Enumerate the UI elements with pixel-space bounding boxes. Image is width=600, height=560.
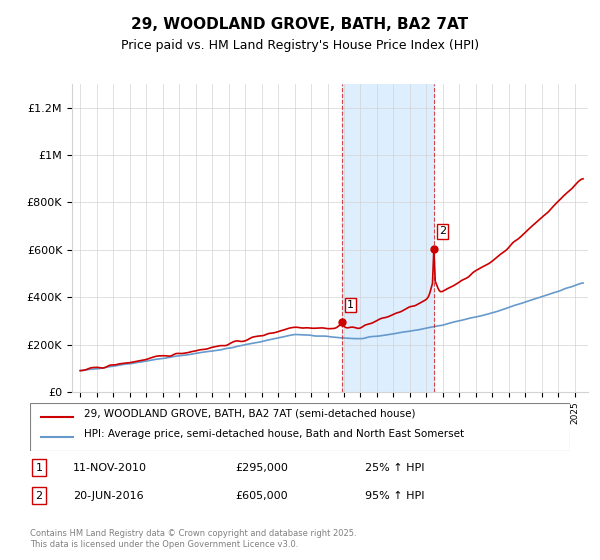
- Text: HPI: Average price, semi-detached house, Bath and North East Somerset: HPI: Average price, semi-detached house,…: [84, 430, 464, 440]
- Text: 2: 2: [439, 226, 446, 236]
- Text: 25% ↑ HPI: 25% ↑ HPI: [365, 463, 424, 473]
- Text: 2: 2: [35, 491, 43, 501]
- Text: £295,000: £295,000: [235, 463, 288, 473]
- Text: 29, WOODLAND GROVE, BATH, BA2 7AT: 29, WOODLAND GROVE, BATH, BA2 7AT: [131, 17, 469, 32]
- Bar: [342, 84, 434, 392]
- Text: 11-NOV-2010: 11-NOV-2010: [73, 463, 147, 473]
- Text: 29, WOODLAND GROVE, BATH, BA2 7AT (semi-detached house): 29, WOODLAND GROVE, BATH, BA2 7AT (semi-…: [84, 408, 415, 418]
- Text: Price paid vs. HM Land Registry's House Price Index (HPI): Price paid vs. HM Land Registry's House …: [121, 39, 479, 52]
- Text: 1: 1: [35, 463, 43, 473]
- FancyBboxPatch shape: [30, 403, 570, 451]
- Text: 1: 1: [347, 300, 354, 310]
- Text: £605,000: £605,000: [235, 491, 288, 501]
- Text: 95% ↑ HPI: 95% ↑ HPI: [365, 491, 424, 501]
- Text: 20-JUN-2016: 20-JUN-2016: [73, 491, 144, 501]
- Text: Contains HM Land Registry data © Crown copyright and database right 2025.
This d: Contains HM Land Registry data © Crown c…: [30, 529, 356, 549]
